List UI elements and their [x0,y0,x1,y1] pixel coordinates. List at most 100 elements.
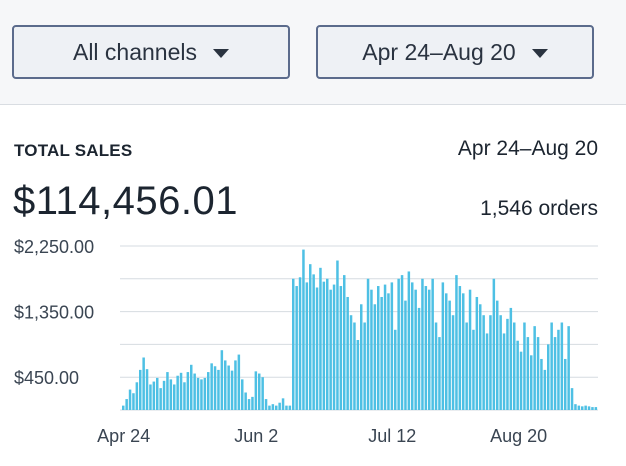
y-tick-label: $2,250.00 [14,237,94,257]
sales-bar [343,275,346,410]
sales-bar [492,278,496,410]
sales-bar [407,271,411,410]
sales-bar [584,405,587,410]
sales-bar [414,289,417,410]
sales-bar [258,373,261,410]
sales-bar [523,322,526,410]
sales-bar [567,326,570,410]
sales-bar [397,278,400,410]
filter-bar: All channels Apr 24–Aug 20 [0,0,626,105]
sales-bar [251,396,254,410]
sales-bar [499,315,502,410]
sales-bar [424,286,428,410]
sales-bar [237,354,241,410]
sales-bar [519,351,523,410]
sales-bar [441,282,445,410]
sales-bar [162,380,166,410]
sales-bar [383,284,387,410]
sales-bar [448,300,451,410]
sales-bar [230,370,234,410]
sales-bar [179,372,183,410]
sales-bar [434,322,438,410]
sales-bar [190,364,193,410]
sales-bar [322,281,326,410]
sales-bar [268,405,271,410]
sales-bar [285,405,288,410]
sales-bar [176,375,179,410]
sales-bar [346,296,349,410]
sales-bar [536,337,540,410]
sales-bar [302,249,305,410]
sales-bar [207,372,210,410]
sales-bar [353,322,356,410]
sales-bar [305,282,309,410]
sales-bar [193,373,196,410]
sales-bar [513,322,516,410]
sales-bar [543,369,547,410]
sales-bar [149,384,152,410]
sales-bar [278,402,281,410]
sales-bar [186,372,190,410]
sales-bar [411,282,414,410]
sales-bar [479,304,482,410]
sales-bar [326,278,329,410]
sales-bar [400,275,404,410]
sales-bar [227,365,230,410]
orders-count: 1,546 orders [480,197,598,220]
sales-bar [377,286,380,410]
y-tick-label: $450.00 [14,368,79,388]
sales-bar [496,300,499,410]
sales-bar [125,399,128,410]
sales-bar [390,282,394,410]
sales-bar [142,357,145,410]
sales-bar [468,289,472,410]
sales-bar [516,340,519,410]
sales-bar [264,399,268,410]
caret-down-icon [531,48,548,58]
sales-bar [159,388,162,410]
sales-bar [366,278,370,410]
date-range-dropdown[interactable]: Apr 24–Aug 20 [316,25,594,79]
sales-bar [404,300,407,410]
sales-bar [451,315,455,410]
sales-bar [139,369,142,410]
sales-bar [241,379,244,410]
sales-bar [557,329,560,410]
sales-bar [336,260,339,410]
sales-bar [574,404,577,410]
sales-bar [271,404,275,410]
sales-bar [431,278,434,410]
sales-bar [428,289,431,410]
sales-bar [581,406,584,410]
sales-bar [530,355,533,410]
sales-bar [445,293,448,410]
sales-bar [247,399,251,410]
sales-bar [533,326,536,410]
sales-bar [217,369,220,410]
x-tick-label: Jul 12 [368,426,416,446]
sales-bar [526,337,530,410]
sales-bar [570,388,574,410]
sales-bar [550,322,553,410]
sales-bar [458,286,462,410]
sales-bar [220,350,224,410]
channel-dropdown[interactable]: All channels [12,25,290,79]
sales-bar [332,284,336,410]
sales-bar [234,360,237,410]
sales-bar [594,407,598,410]
sales-bar [203,377,207,410]
sales-bar [387,293,390,410]
sales-bar [275,405,278,410]
y-tick-label: $1,350.00 [14,303,94,323]
card-title: TOTAL SALES [14,141,133,160]
sales-bar [213,366,217,410]
sales-bar [475,296,479,410]
card-date-range: Apr 24–Aug 20 [457,137,598,160]
sales-bar [210,363,213,410]
sales-bar [196,377,200,410]
sales-bar [122,405,125,410]
sales-bar [156,377,159,410]
sales-bar [315,287,319,410]
sales-bar [295,286,298,410]
sales-bar [312,274,315,410]
